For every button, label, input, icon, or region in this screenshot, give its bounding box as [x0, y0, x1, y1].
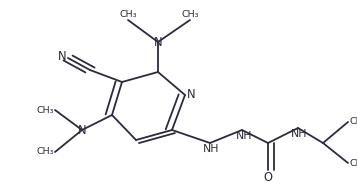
- Text: CH₃: CH₃: [181, 10, 199, 19]
- Text: O: O: [263, 171, 272, 184]
- Text: NH: NH: [291, 129, 307, 139]
- Text: NH: NH: [202, 144, 219, 154]
- Text: CH₃: CH₃: [36, 147, 54, 156]
- Text: N: N: [57, 50, 66, 63]
- Text: CH₃: CH₃: [119, 10, 137, 19]
- Text: N: N: [186, 87, 195, 100]
- Text: CH₃: CH₃: [36, 105, 54, 114]
- Text: N: N: [154, 36, 162, 49]
- Text: NH: NH: [236, 131, 252, 141]
- Text: CH₃: CH₃: [349, 117, 357, 126]
- Text: N: N: [78, 124, 86, 137]
- Text: CH₃: CH₃: [349, 159, 357, 168]
